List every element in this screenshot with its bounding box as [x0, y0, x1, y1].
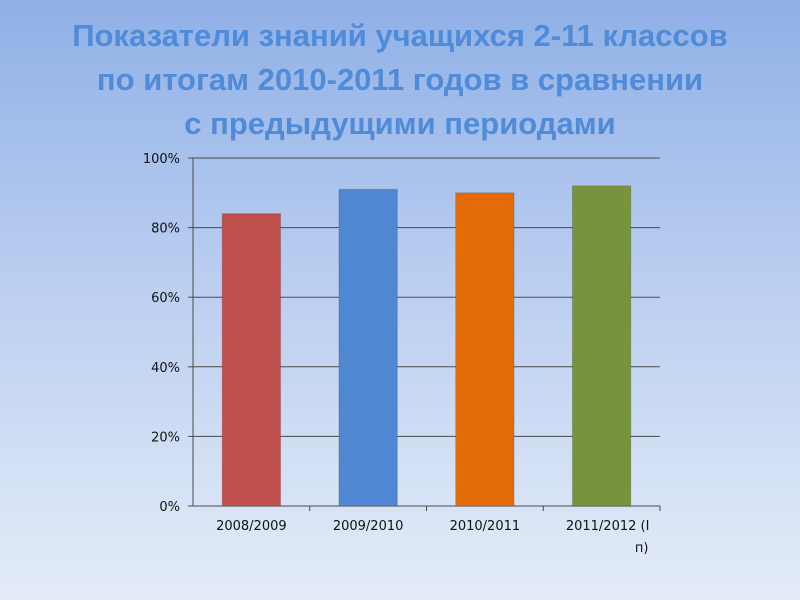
x-tick-label: 2008/2009 — [216, 519, 287, 534]
title-line-1: Показатели знаний учащихся 2-11 классов — [72, 18, 728, 53]
y-tick-label: 20% — [151, 430, 180, 445]
bar-3 — [455, 192, 515, 507]
y-tick-label: 100% — [143, 152, 180, 167]
y-tick-label: 60% — [151, 291, 180, 306]
x-tick-label: 2011/2012 (I — [566, 519, 650, 534]
title-line-3: с предыдущими периодами — [184, 106, 616, 141]
title-line-2: по итогам 2010-2011 годов в сравнении — [96, 62, 704, 97]
bar-4 — [571, 185, 632, 507]
bar-2 — [338, 188, 398, 507]
y-tick-label: 80% — [151, 222, 180, 237]
x-tick-label: п) — [635, 541, 649, 556]
y-tick-label: 40% — [151, 361, 180, 376]
x-tick-label: 2010/2011 — [450, 519, 521, 534]
x-tick-label: 2009/2010 — [333, 519, 404, 534]
chart-title: Показатели знаний учащихся 2-11 классов … — [0, 14, 800, 146]
y-tick-label: 0% — [159, 500, 180, 515]
bar-1 — [221, 213, 282, 507]
